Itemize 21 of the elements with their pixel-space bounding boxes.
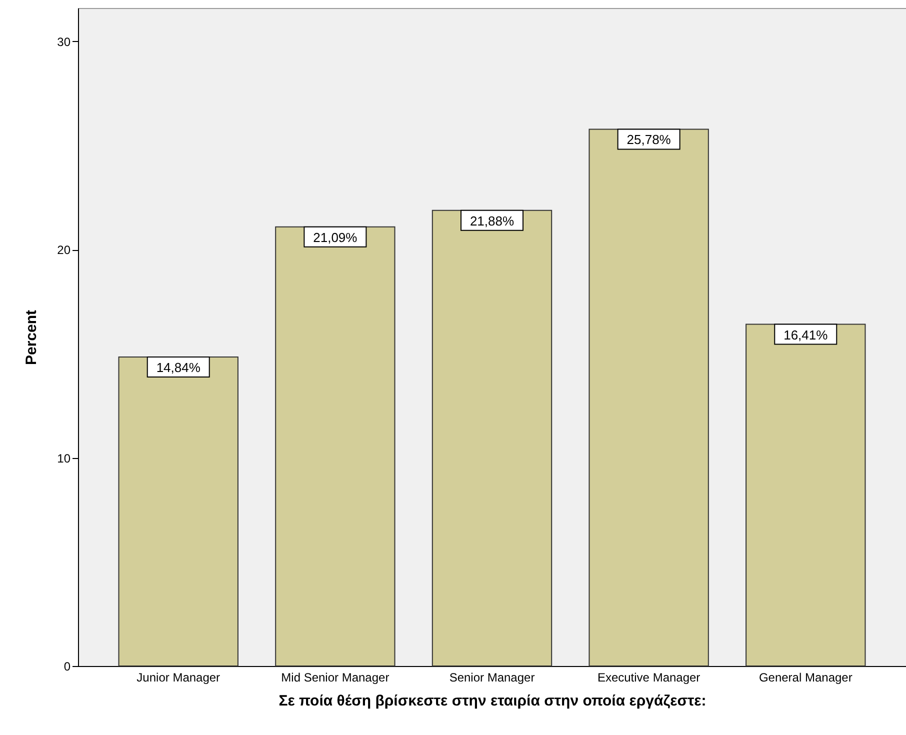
data-label: 14,84% bbox=[156, 360, 201, 375]
data-label: 16,41% bbox=[784, 327, 828, 342]
bar bbox=[746, 324, 866, 666]
bar bbox=[588, 128, 709, 666]
y-tick-label: 10 bbox=[57, 451, 71, 466]
x-tick-label: Mid Senior Manager bbox=[281, 670, 390, 684]
y-axis-title: Percent bbox=[23, 310, 40, 366]
x-tick-label: General Manager bbox=[758, 670, 852, 684]
data-label: 21,09% bbox=[313, 230, 358, 245]
x-axis-title: Σε ποία θέση βρίσκεστε στην εταιρία στην οποία εργάζεστε: bbox=[278, 692, 706, 710]
bar bbox=[275, 226, 396, 666]
bar bbox=[118, 356, 238, 666]
bar bbox=[432, 210, 552, 666]
y-tick-label: 20 bbox=[57, 243, 71, 258]
x-tick-label: Executive Manager bbox=[597, 670, 700, 684]
x-tick-label: Senior Manager bbox=[449, 670, 535, 684]
y-tick-label: 30 bbox=[57, 34, 71, 49]
y-tick-label: 0 bbox=[64, 660, 71, 674]
data-label: 25,78% bbox=[626, 132, 672, 148]
x-tick-label: Junior Manager bbox=[136, 670, 220, 684]
data-label: 21,88% bbox=[470, 213, 514, 228]
